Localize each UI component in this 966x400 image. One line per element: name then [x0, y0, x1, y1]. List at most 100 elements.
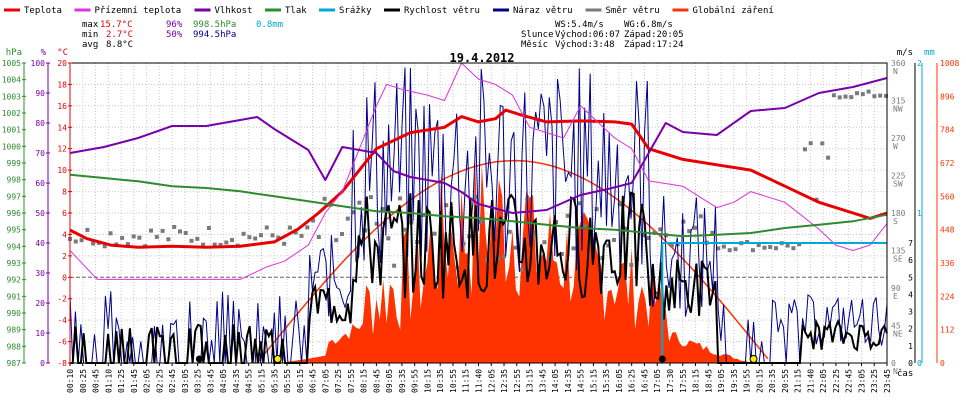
wind-direction-point	[102, 244, 107, 249]
x-tick-label: 22:05	[819, 369, 828, 393]
wind-direction-point	[322, 196, 327, 201]
x-tick-label: 00:10	[66, 369, 75, 393]
stats-panel: max 15.7°C 96% 998.5hPa 0.8mm min 2.7°C …	[82, 20, 283, 50]
wind-direction-point	[565, 213, 570, 218]
axis-dir-tick-label: 270	[891, 134, 906, 143]
wind-direction-point	[860, 92, 865, 97]
axis-ms-unit-label: m/s	[897, 48, 913, 58]
wind-direction-point	[374, 221, 379, 226]
x-tick-label: 17:30	[666, 369, 675, 393]
wind-direction-point	[206, 226, 211, 230]
wind-direction-point	[432, 231, 437, 236]
wind-direction-point	[693, 225, 697, 230]
wind-direction-point	[172, 225, 177, 229]
stat-min-hum: 50%	[166, 30, 183, 40]
x-tick-label: 04:35	[232, 369, 241, 393]
stat-max-label: max	[82, 20, 99, 30]
legend-label: Směr větru	[606, 6, 660, 16]
astro-moonrise: Východ:3:48	[555, 40, 615, 50]
wind-direction-point	[85, 227, 90, 232]
axis-wm2-tick-label: 0	[940, 359, 945, 368]
stat-max-hum: 96%	[166, 20, 183, 30]
wind-direction-point	[392, 263, 397, 268]
wind-direction-point	[305, 225, 310, 230]
wind-direction-point	[461, 241, 466, 246]
series-line-2	[69, 77, 888, 214]
x-tick-label: 05:55	[283, 369, 292, 393]
axis-dir-tick-label: 90	[891, 284, 901, 293]
chart-title: 19.4.2012	[449, 51, 514, 65]
wind-direction-point	[160, 228, 165, 233]
wind-direction-point	[687, 229, 692, 234]
series-globalni-zareni	[277, 159, 755, 363]
wind-direction-point	[716, 246, 721, 251]
x-tick-label: 22:25	[832, 369, 841, 393]
axis-speed-tick-label: 1	[908, 342, 913, 351]
sunrise-marker	[273, 355, 282, 363]
axis-pct-tick-label: 100	[31, 59, 46, 68]
axis-speed-tick-label: 5	[908, 273, 913, 282]
axis-wm2-tick-label: 1008	[940, 59, 959, 68]
wind-direction-point	[756, 243, 761, 248]
axis-hpa-unit-label: hPa	[6, 48, 22, 58]
axis-speed-tick-label: 0	[908, 359, 913, 368]
series-line-1	[69, 62, 888, 280]
wind-direction-point	[137, 235, 142, 240]
astro-sunset: Západ:20:05	[624, 30, 684, 40]
astro-moon-label: Měsíc	[521, 40, 548, 50]
axis-pct-tick-label: 0	[40, 359, 45, 368]
wind-direction-point	[131, 234, 136, 239]
x-tick-label: 03:25	[194, 369, 203, 393]
legend-label: Globální záření	[693, 6, 774, 16]
wind-direction-point	[201, 242, 206, 247]
wind-direction-point	[826, 155, 831, 160]
wind-direction-point	[380, 207, 385, 212]
wind-direction-point	[259, 233, 263, 238]
x-tick-label: 20:35	[768, 369, 777, 393]
x-tick-label: 00:25	[79, 369, 88, 393]
x-tick-label: 07:25	[334, 369, 343, 393]
stat-avg-temp: 8.8°C	[106, 40, 133, 50]
x-tick-label: 11:15	[462, 369, 471, 393]
axis-hpa-tick-label: 1000	[2, 142, 21, 151]
wind-direction-point	[120, 235, 125, 240]
axis-hpa-tick-label: 1004	[2, 76, 21, 85]
axis-dir-tick-label: 0	[891, 359, 896, 368]
axis-speed-tick-label: 3	[908, 308, 913, 317]
wind-direction-point	[797, 242, 802, 247]
wind-direction-point	[345, 216, 350, 221]
wind-direction-point	[878, 93, 883, 98]
axis-dir-name-label: W	[893, 142, 898, 151]
stat-min-label: min	[82, 30, 98, 40]
axis-wm2-tick-label: 448	[940, 226, 955, 235]
axis-speed-tick-label: 7	[908, 239, 913, 248]
x-tick-label: 19:35	[730, 369, 739, 393]
axis-temp-tick-label: 4	[62, 230, 67, 239]
x-tick-label: 10:15	[423, 369, 432, 393]
axis-dir-tick-label: 45	[891, 322, 901, 331]
wind-direction-point	[397, 196, 402, 201]
legend-label: Srážky	[339, 6, 372, 16]
wind-direction-point	[594, 207, 599, 212]
wind-direction-point	[311, 218, 316, 223]
x-tick-label: 18:45	[704, 369, 713, 393]
stat-min-temp: 2.7°C	[106, 30, 133, 40]
wind-direction-point	[803, 147, 807, 152]
wind-direction-point	[73, 239, 78, 244]
wind-direction-point	[768, 245, 773, 249]
axis-dir-name-label: S	[893, 217, 898, 226]
wind-direction-point	[849, 95, 854, 100]
x-tick-label: 17:55	[679, 369, 688, 393]
axis-wm2-tick-label: 112	[940, 326, 955, 335]
axis-hpa-tick-label: 992	[7, 276, 22, 285]
wind-direction-point	[727, 248, 732, 253]
x-tick-label: 19:55	[743, 369, 752, 393]
legend-label: Přízemní teplota	[95, 6, 182, 16]
wind-direction-point	[669, 243, 674, 248]
axis-dir-name-label: SE	[893, 255, 903, 264]
series-line-0	[69, 108, 888, 249]
axis-pct-tick-label: 80	[35, 119, 45, 128]
x-tick-label: 02:25	[155, 369, 164, 393]
wind-direction-point	[623, 226, 628, 231]
stat-max-rain: 0.8mm	[256, 20, 283, 30]
